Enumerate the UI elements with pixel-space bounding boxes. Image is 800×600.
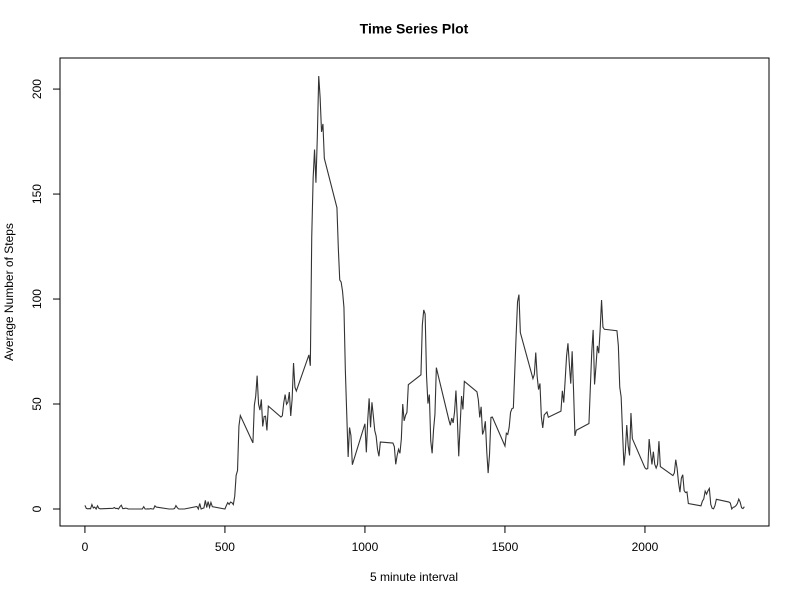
x-tick-label: 1500 [492, 540, 519, 554]
chart-title: Time Series Plot [360, 21, 469, 37]
x-tick-label: 500 [215, 540, 235, 554]
y-axis-label: Average Number of Steps [2, 223, 16, 361]
y-tick-label: 0 [30, 505, 44, 512]
x-tick-label: 2000 [632, 540, 659, 554]
x-tick-label: 1000 [352, 540, 379, 554]
y-tick-label: 50 [30, 397, 44, 411]
x-axis-label: 5 minute interval [370, 570, 458, 584]
y-tick-label: 150 [30, 184, 44, 204]
y-tick-label: 100 [30, 289, 44, 309]
x-tick-label: 0 [82, 540, 89, 554]
y-tick-label: 200 [30, 79, 44, 99]
plot-frame [59, 57, 770, 527]
data-line [84, 76, 745, 511]
